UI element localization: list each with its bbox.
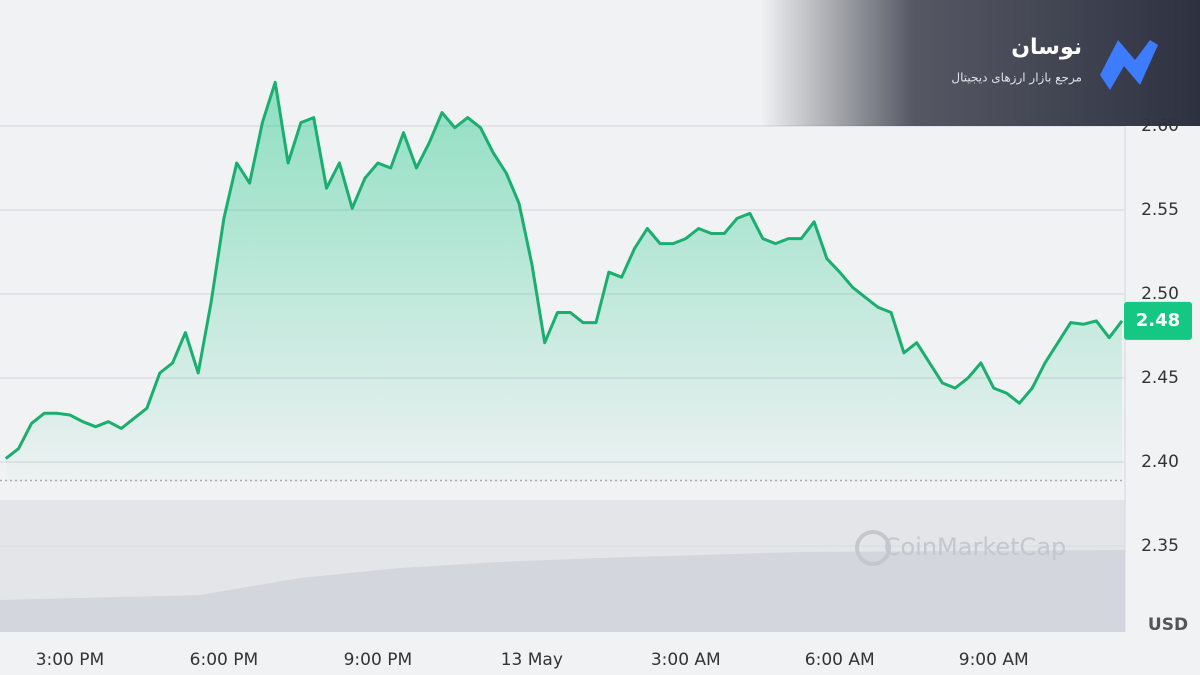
- price-badge: [1124, 301, 1192, 340]
- y-tick-label: 2.50: [1141, 284, 1179, 304]
- brand-tagline: مرجع بازار ارزهای دیجیتال: [951, 71, 1082, 86]
- volume-area: [0, 550, 1125, 632]
- x-tick-label: 6:00 PM: [190, 650, 259, 670]
- x-tick-label: 9:00 PM: [344, 650, 413, 670]
- y-tick-label: 2.40: [1141, 452, 1179, 472]
- x-tick-label: 3:00 PM: [36, 650, 105, 670]
- x-tick-label: 6:00 AM: [805, 650, 875, 670]
- y-unit: USD: [1148, 615, 1188, 635]
- x-tick-label: 13 May: [501, 650, 563, 670]
- brand-name: نوسان: [1011, 35, 1082, 60]
- x-tick-label: 3:00 AM: [651, 650, 721, 670]
- brand-logo: [1100, 40, 1158, 90]
- watermark: CoinMarketCap: [884, 533, 1067, 561]
- x-tick-label: 9:00 AM: [959, 650, 1029, 670]
- y-tick-label: 2.35: [1141, 536, 1179, 556]
- price-label: 2.48: [1136, 310, 1180, 331]
- y-tick-label: 2.45: [1141, 368, 1179, 388]
- price-line: [4, 80, 1124, 460]
- line-area: [5, 82, 1122, 481]
- y-tick-label: 2.55: [1141, 200, 1179, 220]
- watermark-logo: [855, 530, 891, 566]
